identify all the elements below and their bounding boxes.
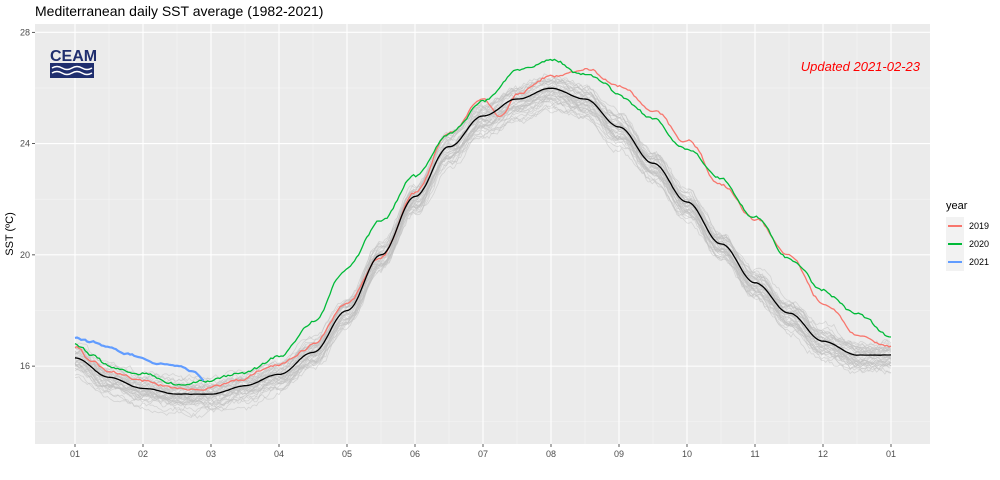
series-line-2020 <box>74 58 892 386</box>
legend: year 2019 2020 2021 <box>946 200 989 271</box>
y-tick-label: 20 <box>20 250 30 260</box>
updated-annotation: Updated 2021-02-23 <box>801 59 921 74</box>
past-year-line <box>74 95 892 406</box>
past-year-line <box>74 76 892 386</box>
legend-label-2019: 2019 <box>969 221 989 231</box>
y-tick-label: 24 <box>20 139 30 149</box>
past-year-line <box>74 97 892 398</box>
past-year-line <box>74 84 892 390</box>
ceam-logo-wave-1 <box>51 65 93 71</box>
climatology-line <box>74 87 892 395</box>
past-year-line <box>74 108 892 401</box>
legend-label-2021: 2021 <box>969 257 989 267</box>
ceam-logo: CEAM <box>50 48 97 78</box>
x-tick-label: 01 <box>886 449 896 459</box>
past-year-line <box>74 91 892 411</box>
y-tick-label: 28 <box>20 27 30 37</box>
ceam-logo-text: CEAM <box>50 48 97 65</box>
y-tick-label: 16 <box>20 361 30 371</box>
chart-title: Mediterranean daily SST average (1982-20… <box>35 3 323 19</box>
x-tick-label: 03 <box>206 449 216 459</box>
x-tick-label: 12 <box>818 449 828 459</box>
axes: 01 02 03 04 05 06 07 08 09 10 11 12 01 16 20 24 28 <box>20 27 896 459</box>
x-tick-label: 01 <box>70 449 80 459</box>
x-tick-label: 10 <box>682 449 692 459</box>
x-tick-label: 08 <box>546 449 556 459</box>
x-tick-label: 05 <box>342 449 352 459</box>
x-tick-label: 07 <box>478 449 488 459</box>
x-tick-label: 11 <box>750 449 759 459</box>
x-tick-label: 06 <box>410 449 420 459</box>
past-years-lines <box>74 73 892 419</box>
ceam-logo-waves-bg <box>50 63 94 78</box>
past-year-line <box>74 89 892 403</box>
series-lines <box>74 58 892 395</box>
legend-title: year <box>946 200 968 212</box>
x-tick-label: 04 <box>274 449 284 459</box>
legend-label-2020: 2020 <box>969 239 989 249</box>
x-tick-label: 02 <box>138 449 148 459</box>
past-year-line <box>74 85 892 399</box>
ceam-logo-wave-2 <box>51 70 93 76</box>
x-tick-label: 09 <box>614 449 624 459</box>
y-axis-title: SST (ºC) <box>4 212 16 256</box>
series-line-2021 <box>74 336 205 382</box>
series-line-2019 <box>74 67 892 391</box>
